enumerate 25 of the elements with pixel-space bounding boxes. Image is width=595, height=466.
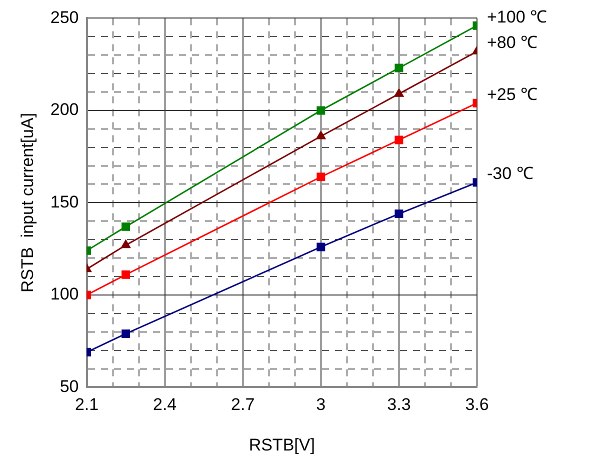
series-label: -30 ℃ [487, 164, 534, 184]
y-axis-title: RSTB input current[uA] [18, 112, 37, 292]
point [316, 242, 326, 252]
point [394, 64, 404, 72]
x-tick-label: 2.7 [231, 395, 255, 414]
x-tick-label: 2.1 [74, 395, 99, 414]
point [316, 106, 326, 115]
series-label: +25 ℃ [487, 84, 538, 104]
point [394, 88, 404, 97]
x-tick-label: 3.6 [465, 395, 489, 414]
point [316, 172, 326, 182]
y-tick-label: 50 [60, 376, 79, 396]
point [316, 130, 326, 140]
series-label: +100 ℃ [487, 7, 548, 26]
y-tick-label: 250 [50, 8, 79, 27]
series-label: +80 ℃ [487, 33, 538, 52]
point [394, 136, 404, 144]
y-tick-label: 100 [50, 284, 79, 304]
x-tick-label: 2.4 [152, 395, 177, 414]
point [394, 210, 404, 218]
x-tick-label: 3 [316, 395, 326, 414]
y-tick-label: 150 [50, 192, 79, 212]
y-tick-label: 200 [50, 100, 79, 120]
x-tick-label: 3.3 [387, 395, 411, 414]
x-axis-title: RSTB[V] [248, 435, 315, 454]
